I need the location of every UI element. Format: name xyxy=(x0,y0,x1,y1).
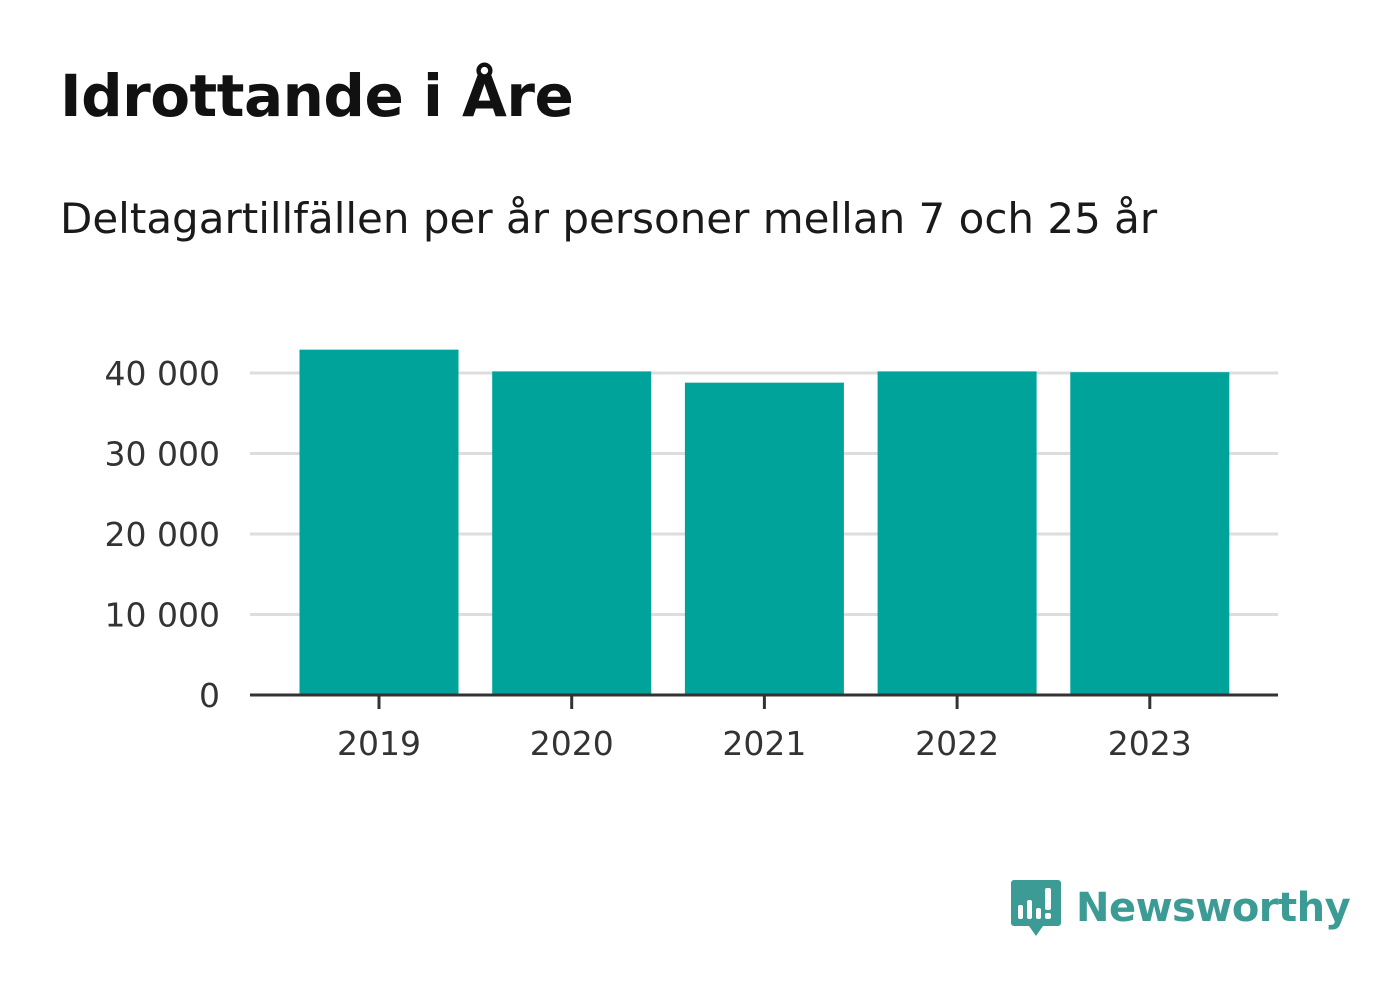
bar-2019 xyxy=(299,349,459,695)
bar-2020 xyxy=(492,371,652,695)
y-tick-label: 0 xyxy=(199,676,220,715)
x-tick-label: 2019 xyxy=(337,724,421,763)
x-tick-label: 2021 xyxy=(722,724,806,763)
x-tick-label: 2020 xyxy=(530,724,614,763)
y-tick-label: 20 000 xyxy=(105,515,220,554)
bar-2023 xyxy=(1070,372,1230,695)
bar-chart-speech-bubble-icon xyxy=(1011,880,1061,936)
axes xyxy=(250,693,1278,709)
bars xyxy=(299,349,1230,695)
x-tick-label: 2022 xyxy=(915,724,999,763)
bar-2021 xyxy=(684,382,844,695)
tick-labels: 0 10 000 20 000 30 000 40 000 2019 2020 2021 202… xyxy=(105,354,1192,763)
y-tick-label: 30 000 xyxy=(105,435,220,474)
x-tick-label: 2023 xyxy=(1108,724,1192,763)
brand-name: Newsworthy xyxy=(1076,885,1351,931)
y-tick-label: 40 000 xyxy=(105,354,220,393)
bar-2022 xyxy=(877,371,1037,695)
chart-subtitle: Deltagartillfällen per år personer mella… xyxy=(60,194,1158,243)
chart-title: Idrottande i Åre xyxy=(60,62,574,130)
y-tick-label: 10 000 xyxy=(105,596,220,635)
brand-logo: Newsworthy xyxy=(1010,878,1351,938)
